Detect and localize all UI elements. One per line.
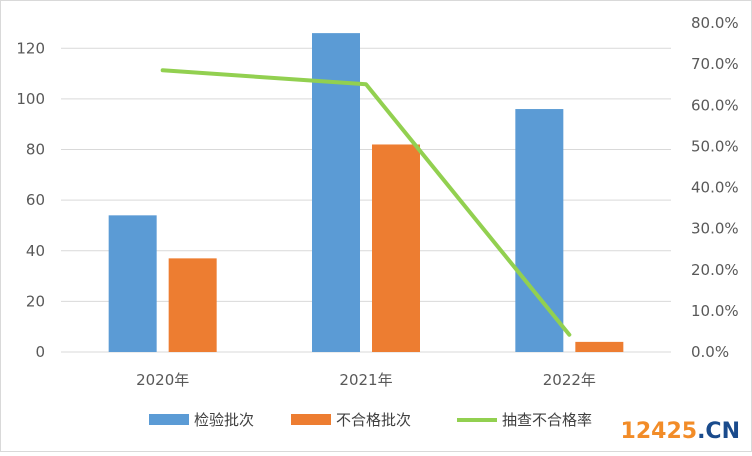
- right-tick-label: 70.0%: [691, 55, 739, 73]
- legend-label: 抽查不合格率: [502, 411, 592, 429]
- right-tick-label: 40.0%: [691, 179, 739, 197]
- legend-swatch: [291, 414, 331, 425]
- right-tick-label: 60.0%: [691, 96, 739, 114]
- left-tick-label: 80: [26, 141, 45, 159]
- watermark-domain: .CN: [697, 419, 740, 444]
- line-series: [160, 68, 572, 337]
- bar-series: [108, 33, 624, 353]
- watermark: 12425.CN: [621, 419, 740, 444]
- bar-inspected: [515, 109, 564, 353]
- gridlines: [61, 47, 671, 353]
- bar-failed: [372, 144, 420, 352]
- left-tick-label: 120: [16, 39, 45, 57]
- left-tick-label: 20: [26, 292, 45, 310]
- x-category-label: 2020年: [136, 371, 189, 389]
- x-category-label: 2022年: [543, 371, 596, 389]
- bar-inspected: [312, 33, 360, 352]
- left-tick-label: 0: [35, 343, 45, 361]
- watermark-number: 12425: [620, 419, 698, 444]
- right-tick-label: 0.0%: [691, 343, 729, 361]
- right-axis-ticks: 0.0% 10.0% 20.0% 30.0% 40.0% 50.0% 60.0% 70.0% 8…: [691, 14, 739, 361]
- right-tick-label: 30.0%: [691, 220, 739, 238]
- x-axis-categories: 2020年 2021年 2022年: [136, 371, 596, 389]
- left-axis-ticks: 0 20 40 60 80 100 120: [16, 39, 45, 361]
- right-tick-label: 20.0%: [691, 261, 739, 279]
- left-tick-label: 40: [26, 242, 45, 260]
- left-tick-label: 100: [16, 90, 45, 108]
- x-category-label: 2021年: [339, 371, 392, 389]
- legend: 检验批次 不合格批次 抽查不合格率: [149, 411, 592, 429]
- bar-inspected: [108, 215, 157, 352]
- legend-swatch: [149, 414, 189, 425]
- right-tick-label: 10.0%: [691, 302, 739, 320]
- legend-label: 不合格批次: [336, 411, 411, 429]
- bar-failed: [168, 258, 217, 352]
- right-tick-label: 50.0%: [691, 137, 739, 155]
- line-failure-rate: [160, 68, 572, 337]
- left-tick-label: 60: [26, 191, 45, 209]
- bar-failed: [575, 341, 624, 352]
- legend-label: 检验批次: [194, 411, 254, 429]
- right-tick-label: 80.0%: [691, 14, 739, 32]
